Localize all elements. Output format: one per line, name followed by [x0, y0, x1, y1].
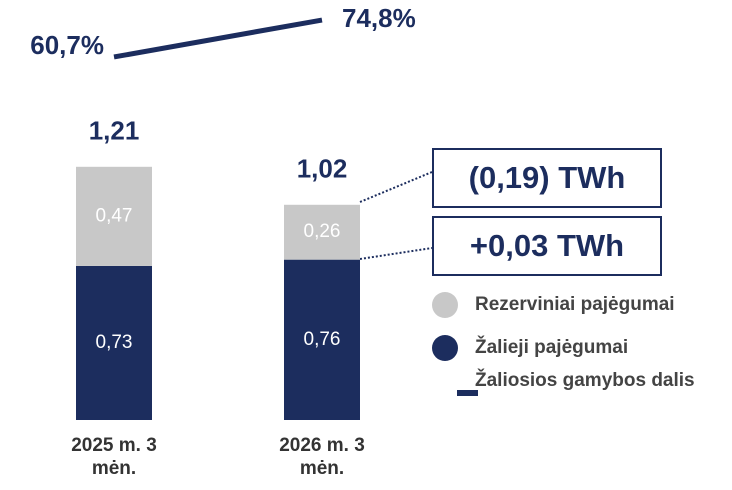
total-label: 1,02: [297, 154, 348, 184]
line-label: 60,7%: [30, 30, 104, 60]
connector: [359, 171, 433, 203]
value-label: 0,73: [96, 332, 133, 353]
legend-swatch: [457, 390, 478, 396]
x-tick-label: 2026 m. 3 mėn.: [279, 435, 365, 479]
x-tick-label: 2025 m. 3 mėn.: [71, 435, 157, 479]
annotation: (0,19) TWh: [432, 148, 662, 208]
line: [113, 17, 323, 60]
total-label: 1,21: [89, 116, 140, 146]
value-label: 0,26: [304, 221, 341, 242]
legend-label: Rezerviniai pajėgumai: [475, 294, 675, 315]
value-label: 0,47: [96, 205, 133, 226]
line-label: 74,8%: [342, 3, 416, 33]
legend-label: Žaliosios gamybos dalis: [475, 370, 695, 391]
legend-label: Žalieji pajėgumai: [475, 337, 629, 358]
bar: [76, 265, 152, 420]
legend-swatch: [432, 292, 458, 318]
annotation: +0,03 TWh: [432, 216, 662, 276]
bar: [284, 204, 360, 260]
bar: [76, 166, 152, 266]
connector: [359, 247, 433, 260]
bar: [284, 259, 360, 420]
legend-swatch: [432, 335, 458, 361]
value-label: 0,76: [304, 329, 341, 350]
